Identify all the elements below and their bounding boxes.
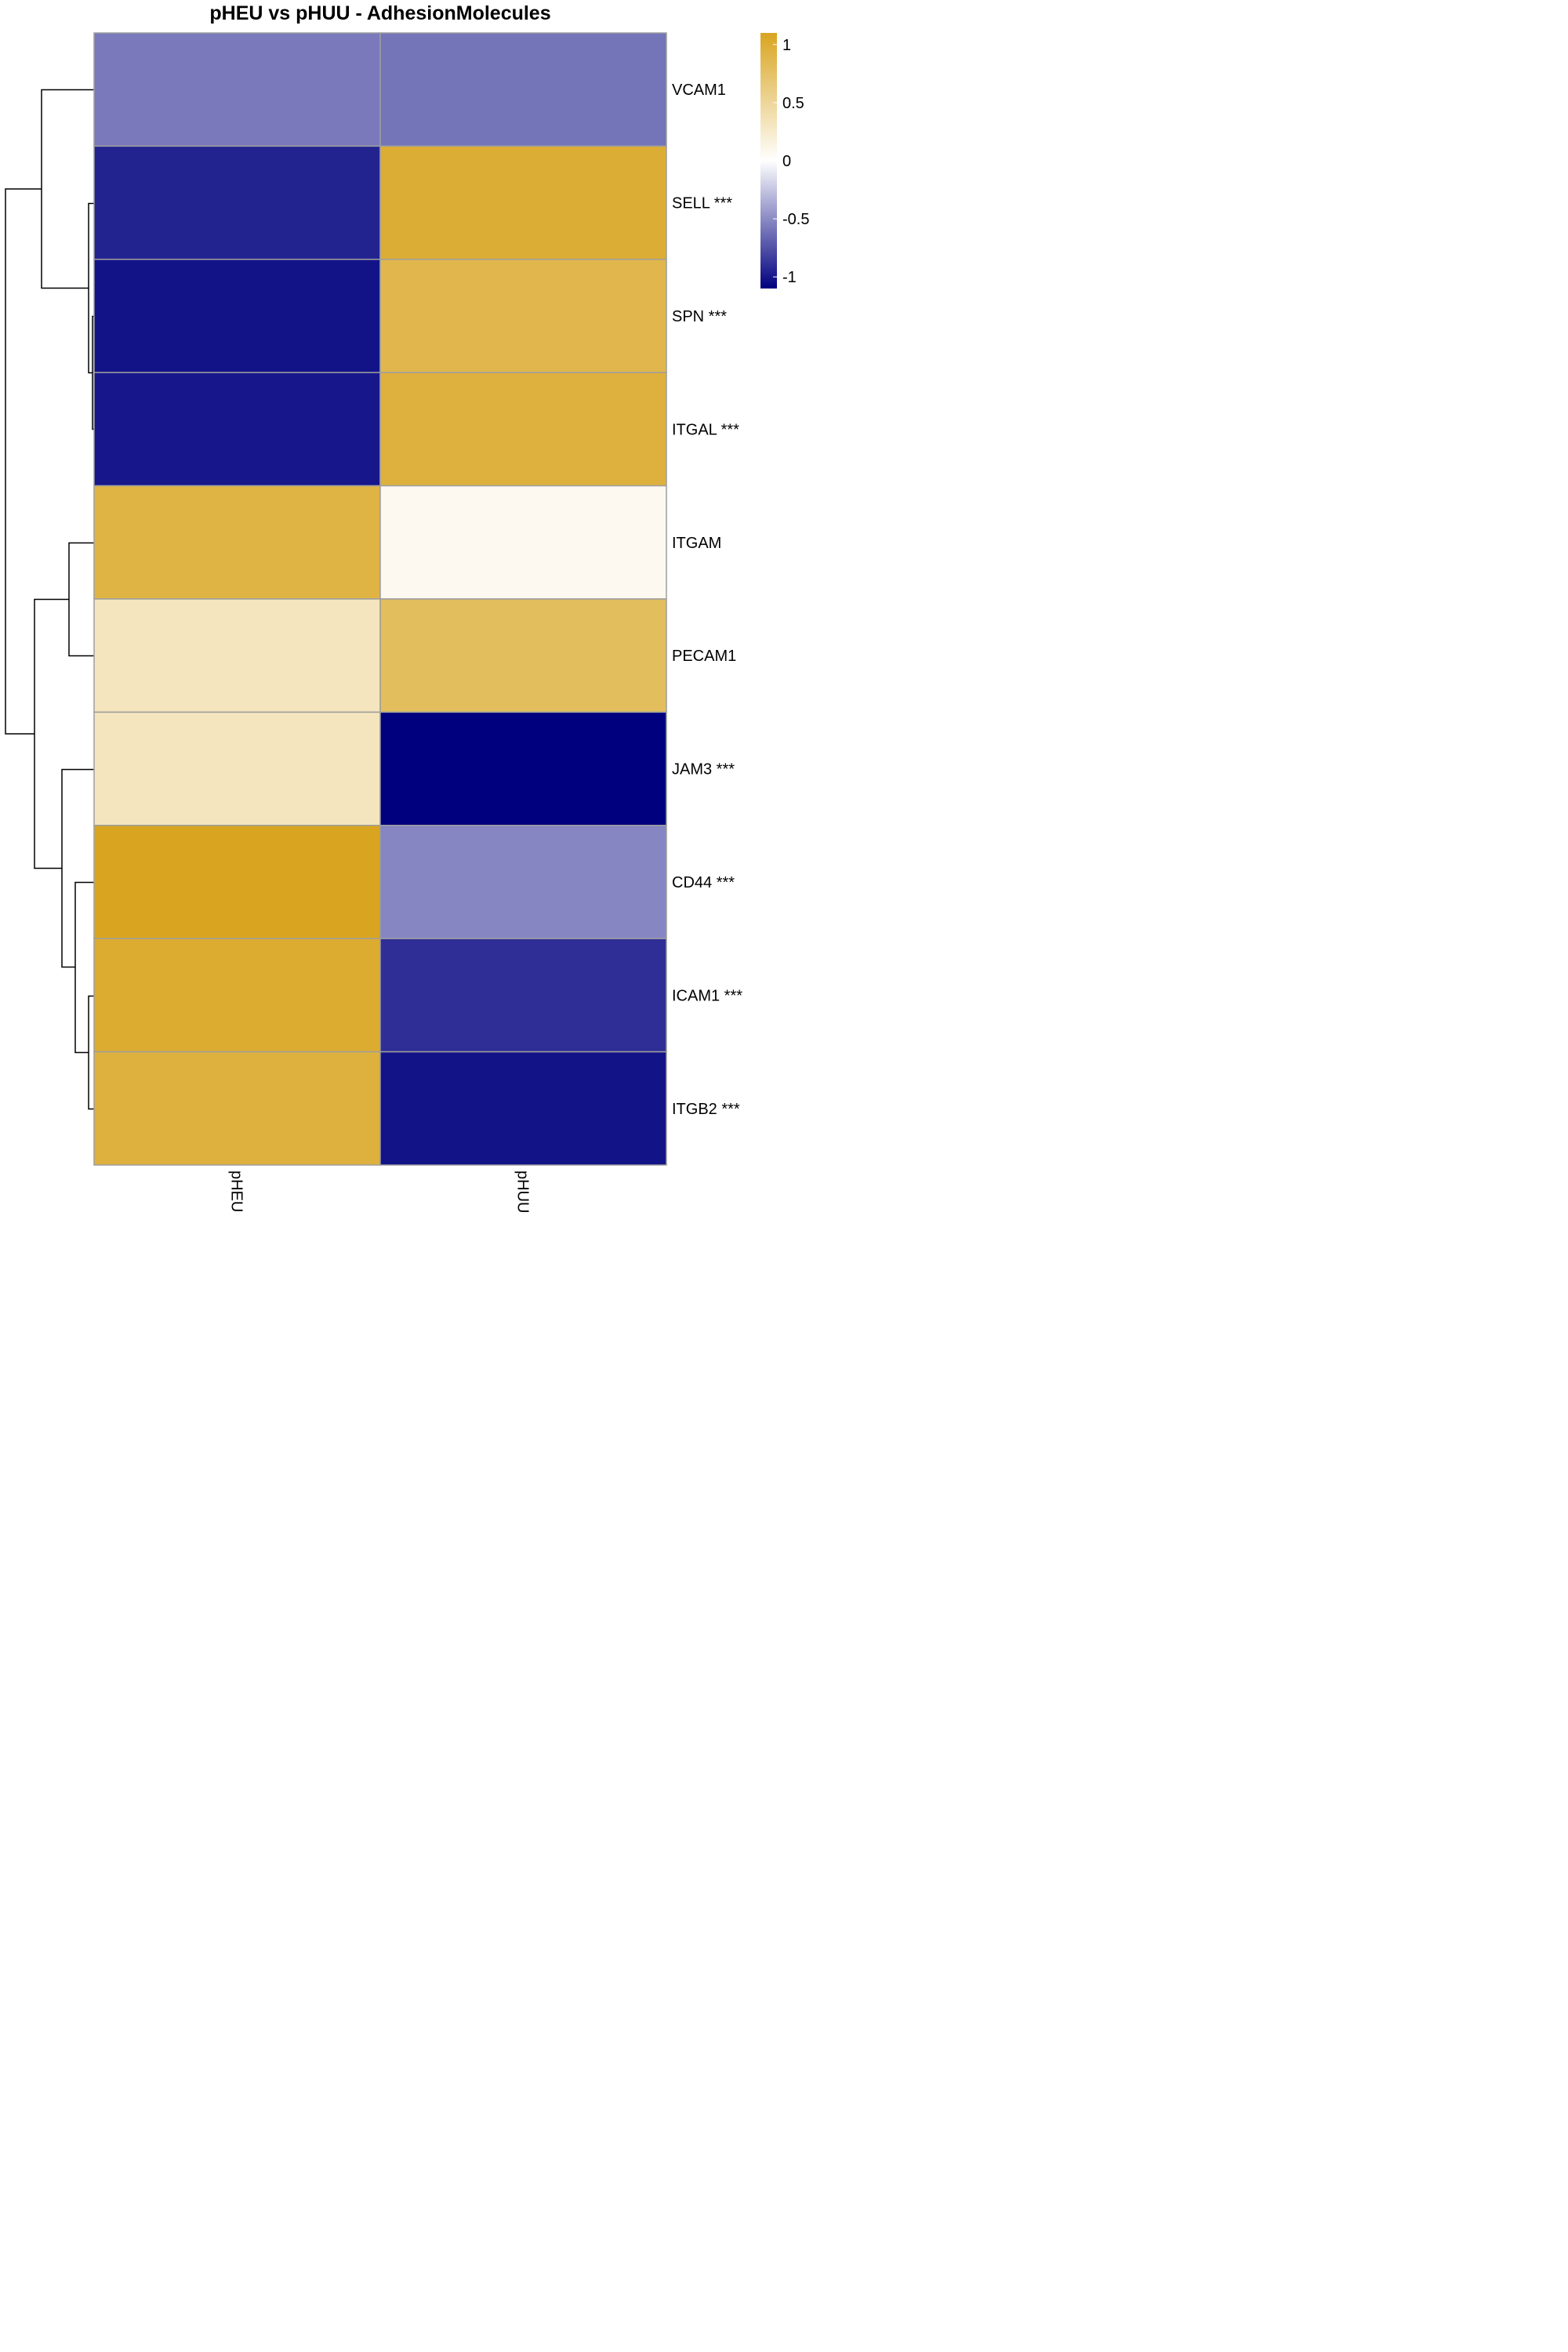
heatmap-cell (93, 598, 381, 713)
legend-ticks: 1 0.5 0 -0.5 -1 (773, 37, 809, 286)
heatmap-cell (93, 145, 381, 260)
heatmap-cell (93, 259, 381, 373)
heatmap-cells (93, 32, 667, 1166)
heatmap-cell (93, 1051, 381, 1166)
heatmap-cell (93, 711, 381, 826)
heatmap-cell (93, 485, 381, 600)
heatmap-cell (379, 372, 667, 487)
column-label: pHUU (514, 1171, 532, 1213)
heatmap-cell (379, 825, 667, 939)
legend-tick-label: -1 (782, 269, 797, 286)
heatmap-cell (379, 938, 667, 1053)
heatmap-cell (93, 938, 381, 1053)
heatmap-figure: pHEU vs pHUU - AdhesionMolecules VCAM1 SE… (5, 2, 809, 1213)
row-label: ICAM1 *** (672, 987, 742, 1004)
legend-tick-label: 1 (782, 37, 791, 54)
heatmap-cell (93, 825, 381, 939)
row-label: SPN *** (672, 308, 727, 325)
heatmap-cell (379, 598, 667, 713)
heatmap-cell (379, 1051, 667, 1166)
heatmap-cell (93, 32, 381, 147)
row-label: VCAM1 (672, 82, 726, 99)
row-label: ITGAM (672, 535, 721, 552)
heatmap-cell (93, 372, 381, 487)
heatmap-cell (379, 259, 667, 373)
row-label: CD44 *** (672, 874, 735, 891)
heatmap-cell (379, 485, 667, 600)
column-labels: pHEU pHUU (228, 1171, 532, 1213)
column-label: pHEU (228, 1171, 245, 1212)
row-label: SELL *** (672, 195, 732, 212)
chart-title: pHEU vs pHUU - AdhesionMolecules (209, 2, 550, 24)
heatmap-cell (379, 711, 667, 826)
legend-tick-label: 0 (782, 153, 791, 170)
row-label: ITGB2 *** (672, 1101, 740, 1118)
legend-tick-label: 0.5 (782, 95, 804, 112)
row-dendrogram (5, 89, 95, 1110)
row-label: ITGAL *** (672, 421, 739, 438)
row-labels: VCAM1 SELL *** SPN *** ITGAL *** ITGAM PECAM1… (672, 82, 742, 1118)
row-label: JAM3 *** (672, 761, 735, 779)
legend-color-bar (760, 33, 777, 289)
heatmap-cell (379, 32, 667, 147)
legend-tick-label: -0.5 (782, 211, 809, 228)
row-label: PECAM1 (672, 648, 736, 665)
color-legend: 1 0.5 0 -0.5 -1 (760, 33, 809, 289)
heatmap-cell (379, 145, 667, 260)
